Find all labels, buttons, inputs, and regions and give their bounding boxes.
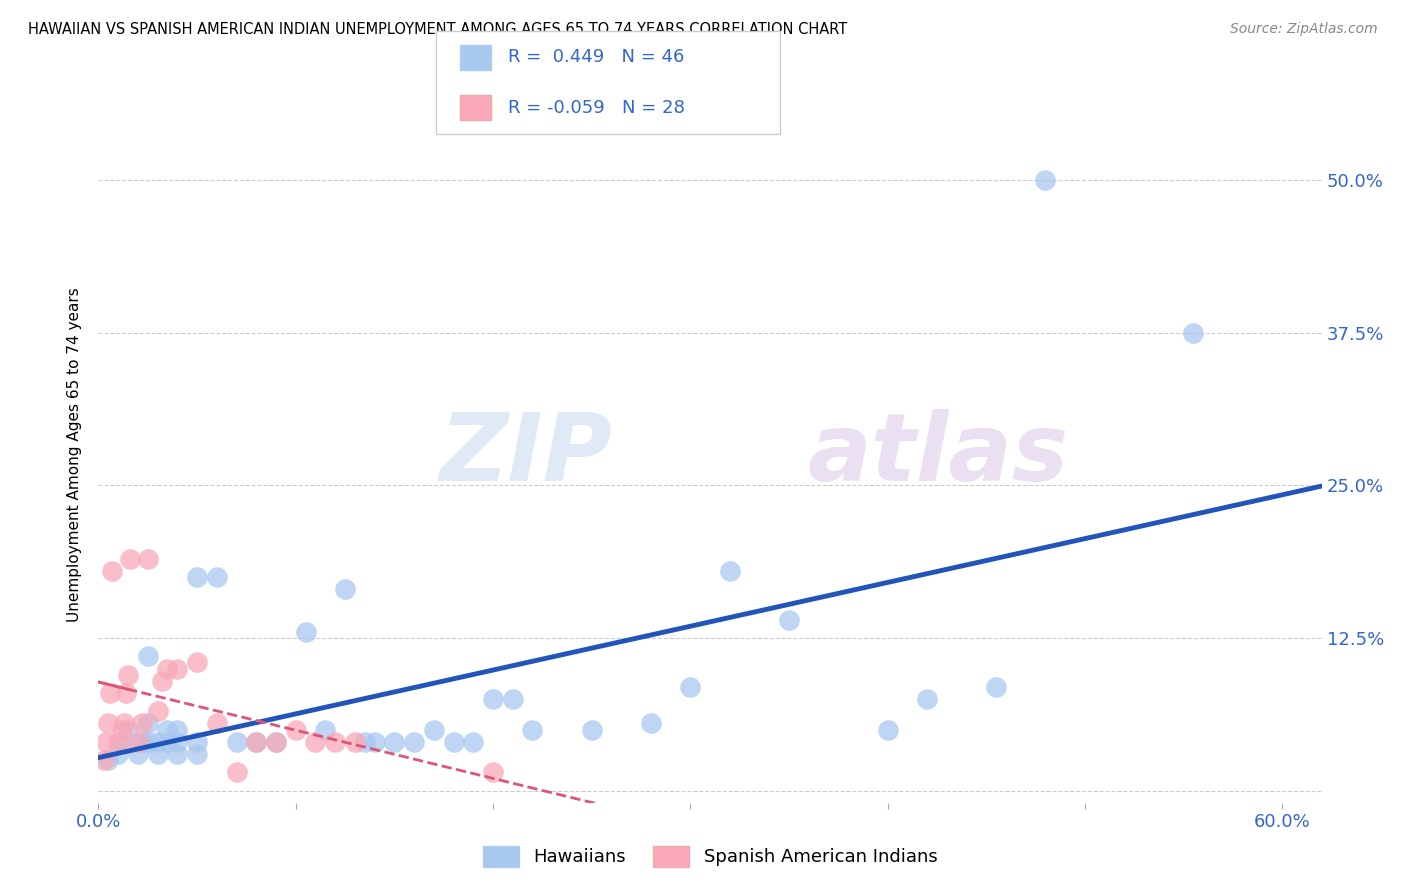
Point bbox=[127, 747, 149, 761]
Point bbox=[876, 723, 898, 737]
Point bbox=[1182, 326, 1205, 340]
Point bbox=[97, 753, 120, 767]
Point bbox=[264, 735, 287, 749]
Point bbox=[156, 723, 179, 737]
Point bbox=[166, 661, 188, 675]
Point bbox=[225, 765, 247, 780]
Point bbox=[522, 723, 544, 737]
Point bbox=[146, 704, 169, 718]
Point bbox=[117, 667, 139, 681]
Point bbox=[150, 673, 173, 688]
Text: HAWAIIAN VS SPANISH AMERICAN INDIAN UNEMPLOYMENT AMONG AGES 65 TO 74 YEARS CORRE: HAWAIIAN VS SPANISH AMERICAN INDIAN UNEM… bbox=[28, 22, 848, 37]
Legend: Hawaiians, Spanish American Indians: Hawaiians, Spanish American Indians bbox=[475, 838, 945, 874]
Point bbox=[136, 735, 159, 749]
Point bbox=[284, 723, 307, 737]
Point bbox=[205, 716, 228, 731]
Point bbox=[131, 716, 153, 731]
Point bbox=[915, 692, 938, 706]
Point bbox=[186, 747, 208, 761]
Point bbox=[186, 735, 208, 749]
Point bbox=[111, 735, 134, 749]
Point bbox=[146, 735, 169, 749]
Point bbox=[443, 735, 465, 749]
Point bbox=[482, 765, 505, 780]
Point bbox=[166, 747, 188, 761]
Point bbox=[245, 735, 267, 749]
Point bbox=[115, 686, 138, 700]
Point bbox=[156, 661, 179, 675]
Point bbox=[107, 747, 129, 761]
Point bbox=[679, 680, 702, 694]
Point bbox=[111, 723, 134, 737]
Point bbox=[382, 735, 405, 749]
Point bbox=[98, 686, 121, 700]
Point bbox=[1035, 173, 1057, 187]
Point bbox=[131, 735, 153, 749]
Text: R =  0.449   N = 46: R = 0.449 N = 46 bbox=[508, 48, 683, 66]
Point bbox=[136, 649, 159, 664]
Point bbox=[112, 716, 135, 731]
Point bbox=[482, 692, 505, 706]
Point bbox=[118, 551, 141, 566]
Point bbox=[205, 570, 228, 584]
Text: R = -0.059   N = 28: R = -0.059 N = 28 bbox=[508, 99, 685, 117]
Point bbox=[96, 735, 118, 749]
Text: Source: ZipAtlas.com: Source: ZipAtlas.com bbox=[1230, 22, 1378, 37]
Point bbox=[166, 735, 188, 749]
Point bbox=[146, 747, 169, 761]
Point bbox=[323, 735, 346, 749]
Text: ZIP: ZIP bbox=[439, 409, 612, 501]
Point bbox=[363, 735, 385, 749]
Point bbox=[93, 753, 115, 767]
Point bbox=[97, 716, 120, 731]
Point bbox=[245, 735, 267, 749]
Y-axis label: Unemployment Among Ages 65 to 74 years: Unemployment Among Ages 65 to 74 years bbox=[67, 287, 83, 623]
Point bbox=[778, 613, 800, 627]
Point bbox=[343, 735, 366, 749]
Point bbox=[101, 564, 124, 578]
Point bbox=[107, 735, 129, 749]
Point bbox=[333, 582, 356, 597]
Point bbox=[117, 723, 139, 737]
Point bbox=[463, 735, 485, 749]
Point bbox=[186, 656, 208, 670]
Point bbox=[304, 735, 326, 749]
Point bbox=[156, 735, 179, 749]
Point bbox=[718, 564, 741, 578]
Point bbox=[423, 723, 446, 737]
Point bbox=[294, 624, 316, 639]
Point bbox=[314, 723, 336, 737]
Point bbox=[581, 723, 603, 737]
Point bbox=[225, 735, 247, 749]
Point bbox=[502, 692, 524, 706]
Point bbox=[136, 716, 159, 731]
Point bbox=[404, 735, 426, 749]
Point bbox=[166, 723, 188, 737]
Point bbox=[186, 570, 208, 584]
Point bbox=[640, 716, 662, 731]
Point bbox=[136, 551, 159, 566]
Point bbox=[264, 735, 287, 749]
Text: atlas: atlas bbox=[808, 409, 1069, 501]
Point bbox=[127, 735, 149, 749]
Point bbox=[984, 680, 1007, 694]
Point bbox=[353, 735, 375, 749]
